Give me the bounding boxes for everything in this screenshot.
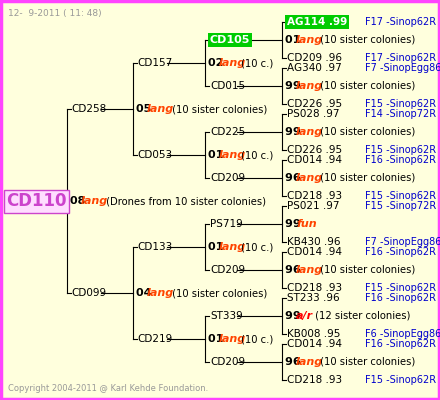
- Text: AG114 .99: AG114 .99: [287, 17, 347, 27]
- Text: a/r: a/r: [296, 311, 313, 321]
- Text: lang: lang: [81, 196, 108, 206]
- Text: 01: 01: [208, 334, 227, 344]
- Text: 99: 99: [285, 219, 304, 229]
- Text: 96: 96: [285, 265, 304, 275]
- Text: (12 sister colonies): (12 sister colonies): [312, 311, 410, 321]
- Text: 04: 04: [136, 288, 155, 298]
- Text: CD209: CD209: [210, 357, 245, 367]
- Text: CD105: CD105: [210, 35, 250, 45]
- Text: (10 c.): (10 c.): [241, 334, 273, 344]
- Text: F6 -SinopEgg86R: F6 -SinopEgg86R: [365, 329, 440, 339]
- Text: KB430 .96: KB430 .96: [287, 237, 341, 247]
- Text: F15 -Sinop62R: F15 -Sinop62R: [365, 99, 436, 109]
- Text: F16 -Sinop62R: F16 -Sinop62R: [365, 247, 436, 257]
- Text: (10 sister colonies): (10 sister colonies): [317, 173, 415, 183]
- Text: lang: lang: [296, 35, 323, 45]
- Text: CD157: CD157: [137, 58, 172, 68]
- Text: fun: fun: [296, 219, 317, 229]
- Text: 12-  9-2011 ( 11: 48): 12- 9-2011 ( 11: 48): [8, 9, 102, 18]
- Text: (10 sister colonies): (10 sister colonies): [317, 81, 415, 91]
- Text: 08: 08: [70, 196, 89, 206]
- Text: CD015: CD015: [210, 81, 245, 91]
- Text: CD226 .95: CD226 .95: [287, 145, 342, 155]
- Text: lang: lang: [219, 242, 246, 252]
- Text: 99: 99: [285, 81, 304, 91]
- Text: 01: 01: [208, 150, 227, 160]
- Text: F16 -Sinop62R: F16 -Sinop62R: [365, 339, 436, 349]
- Text: ST233 .96: ST233 .96: [287, 293, 340, 303]
- Text: F17 -Sinop62R: F17 -Sinop62R: [365, 17, 436, 27]
- Text: CD218 .93: CD218 .93: [287, 375, 342, 385]
- Text: CD099: CD099: [71, 288, 106, 298]
- Text: CD219: CD219: [137, 334, 172, 344]
- Text: CD110: CD110: [6, 192, 66, 210]
- Text: lang: lang: [219, 334, 246, 344]
- Text: (10 sister colonies): (10 sister colonies): [317, 357, 415, 367]
- Text: PS021 .97: PS021 .97: [287, 201, 340, 211]
- Text: 05: 05: [136, 104, 155, 114]
- Text: PS719: PS719: [210, 219, 243, 229]
- Text: (10 sister colonies): (10 sister colonies): [317, 265, 415, 275]
- Text: CD014 .94: CD014 .94: [287, 247, 342, 257]
- Text: F7 -SinopEgg86R: F7 -SinopEgg86R: [365, 63, 440, 73]
- Text: 96: 96: [285, 173, 304, 183]
- Text: CD225: CD225: [210, 127, 245, 137]
- Text: ST339: ST339: [210, 311, 243, 321]
- Text: F15 -Sinop62R: F15 -Sinop62R: [365, 375, 436, 385]
- Text: PS028 .97: PS028 .97: [287, 109, 340, 119]
- Text: F15 -Sinop62R: F15 -Sinop62R: [365, 145, 436, 155]
- Text: CD209: CD209: [210, 265, 245, 275]
- Text: lang: lang: [296, 265, 323, 275]
- Text: lang: lang: [147, 104, 174, 114]
- Text: (10 c.): (10 c.): [241, 150, 273, 160]
- Text: (10 sister colonies): (10 sister colonies): [317, 35, 415, 45]
- Text: 01: 01: [285, 35, 304, 45]
- Text: lang: lang: [219, 150, 246, 160]
- Text: CD209: CD209: [210, 173, 245, 183]
- Text: F17 -Sinop62R: F17 -Sinop62R: [365, 53, 436, 63]
- Text: lang: lang: [296, 173, 323, 183]
- Text: (10 c.): (10 c.): [241, 242, 273, 252]
- Text: (10 sister colonies): (10 sister colonies): [169, 104, 267, 114]
- Text: lang: lang: [147, 288, 174, 298]
- Text: F14 -Sinop72R: F14 -Sinop72R: [365, 109, 436, 119]
- Text: CD209 .96: CD209 .96: [287, 53, 342, 63]
- Text: F15 -Sinop72R: F15 -Sinop72R: [365, 201, 436, 211]
- Text: F15 -Sinop62R: F15 -Sinop62R: [365, 283, 436, 293]
- Text: KB008 .95: KB008 .95: [287, 329, 341, 339]
- Text: (10 sister colonies): (10 sister colonies): [169, 288, 267, 298]
- Text: 01: 01: [208, 242, 227, 252]
- Text: lang: lang: [296, 81, 323, 91]
- Text: (10 c.): (10 c.): [241, 58, 273, 68]
- Text: 96: 96: [285, 357, 304, 367]
- Text: lang: lang: [296, 357, 323, 367]
- Text: CD014 .94: CD014 .94: [287, 339, 342, 349]
- Text: lang: lang: [219, 58, 246, 68]
- Text: (Drones from 10 sister colonies): (Drones from 10 sister colonies): [103, 196, 266, 206]
- Text: CD133: CD133: [137, 242, 172, 252]
- Text: Copyright 2004-2011 @ Karl Kehde Foundation.: Copyright 2004-2011 @ Karl Kehde Foundat…: [8, 384, 208, 393]
- Text: CD014 .94: CD014 .94: [287, 155, 342, 165]
- Text: CD053: CD053: [137, 150, 172, 160]
- Text: CD258: CD258: [71, 104, 106, 114]
- Text: 99: 99: [285, 311, 304, 321]
- Text: 99: 99: [285, 127, 304, 137]
- Text: F16 -Sinop62R: F16 -Sinop62R: [365, 155, 436, 165]
- Text: F16 -Sinop62R: F16 -Sinop62R: [365, 293, 436, 303]
- Text: F15 -Sinop62R: F15 -Sinop62R: [365, 191, 436, 201]
- Text: lang: lang: [296, 127, 323, 137]
- Text: AG340 .97: AG340 .97: [287, 63, 342, 73]
- Text: F7 -SinopEgg86R: F7 -SinopEgg86R: [365, 237, 440, 247]
- Text: CD218 .93: CD218 .93: [287, 283, 342, 293]
- Text: (10 sister colonies): (10 sister colonies): [317, 127, 415, 137]
- Text: CD218 .93: CD218 .93: [287, 191, 342, 201]
- Text: 02: 02: [208, 58, 227, 68]
- Text: CD226 .95: CD226 .95: [287, 99, 342, 109]
